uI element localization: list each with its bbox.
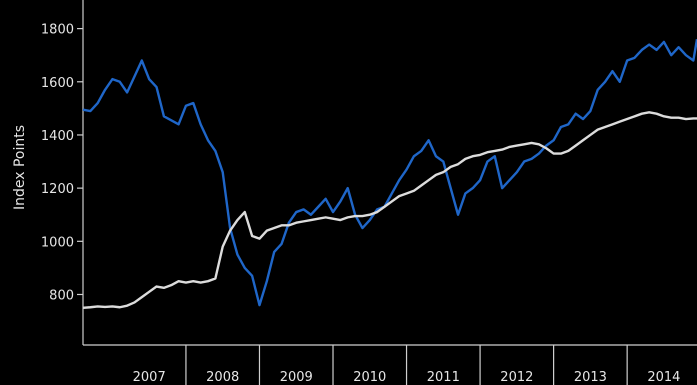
x-tick-label: 2013 xyxy=(574,370,607,385)
x-tick-label: 2007 xyxy=(133,370,166,385)
series-line-2 xyxy=(82,111,697,309)
y-tick-label: 1800 xyxy=(41,23,74,38)
series-line-1 xyxy=(82,39,697,307)
x-tick-label: 2012 xyxy=(500,370,533,385)
y-tick-label: 1000 xyxy=(41,235,74,250)
x-tick-label: 2009 xyxy=(280,370,313,385)
x-tick-label: 2010 xyxy=(353,370,386,385)
axes: 800 1000 1200 1400 1600 1800 2007 2008 2009 2010 2… xyxy=(41,0,697,385)
y-tick-label: 1400 xyxy=(41,129,74,144)
y-axis-title: Index Points xyxy=(12,125,28,210)
x-tick-label: 2008 xyxy=(206,370,239,385)
y-tick-label: 1200 xyxy=(41,182,74,197)
x-tick-label: 2014 xyxy=(647,370,680,385)
y-tick-label: 800 xyxy=(49,288,74,303)
series-layer xyxy=(82,39,697,309)
y-tick-label: 1600 xyxy=(41,76,74,91)
x-tick-label: 2011 xyxy=(427,370,460,385)
